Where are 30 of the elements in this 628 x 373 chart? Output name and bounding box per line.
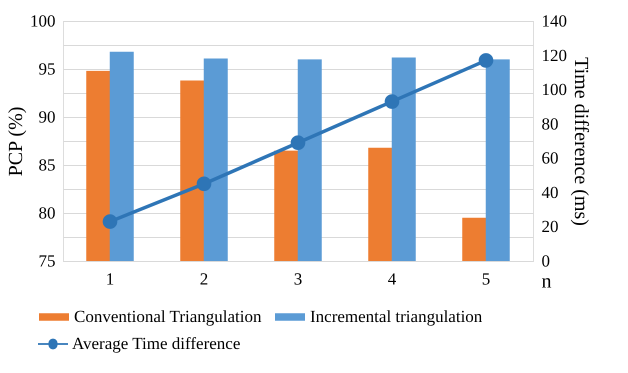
y2-tick-label: 60 — [542, 148, 558, 168]
y2-tick-label: 0 — [542, 252, 550, 270]
y2-tick-label: 100 — [542, 80, 567, 100]
legend-label: Average Time difference — [72, 334, 240, 353]
x-tick-label: 4 — [388, 270, 397, 288]
y2-tick-label: 40 — [542, 182, 558, 202]
legend-label: Conventional Triangulation — [74, 307, 262, 326]
y-tick-label: 85 — [38, 156, 56, 174]
y2-tick-label: 120 — [542, 46, 567, 65]
y2-tick-label: 80 — [542, 114, 558, 134]
legend-label: Incremental triangulation — [310, 307, 483, 326]
point — [196, 176, 212, 192]
y-tick-label: 75 — [38, 252, 56, 270]
point — [478, 53, 494, 68]
x-tick-label: 2 — [200, 270, 208, 288]
y-axis-title: PCP (%) — [5, 106, 27, 176]
y-tick-label: 100 — [30, 12, 56, 30]
point — [290, 135, 306, 150]
x-tick-label: 1 — [106, 270, 114, 288]
x-axis-title: n — [542, 270, 552, 292]
y2-axis-title: Time difference (ms) — [570, 57, 592, 226]
x-tick-label: 3 — [294, 270, 302, 288]
y-tick-label: 90 — [38, 108, 56, 126]
x-tick-label: 5 — [482, 270, 490, 288]
point — [102, 214, 118, 229]
point — [384, 94, 400, 109]
y-tick-label: 95 — [38, 60, 56, 78]
y2-tick-label: 140 — [542, 12, 567, 30]
y2-tick-label: 20 — [542, 217, 558, 236]
y-tick-label: 80 — [38, 204, 56, 222]
